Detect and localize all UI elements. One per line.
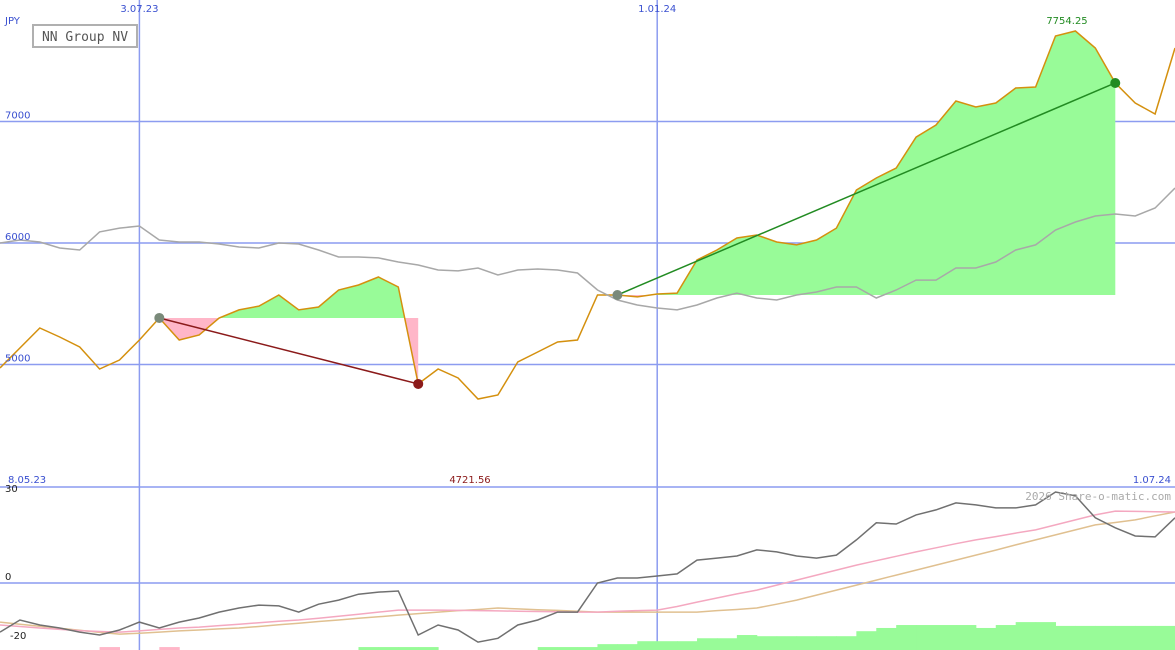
indicator-bar [916, 625, 937, 650]
data-layer [0, 30, 1175, 650]
gain-fill [617, 31, 1116, 296]
annotation: 4721.56 [449, 475, 490, 486]
indicator-bar [537, 647, 559, 650]
legend-box [32, 24, 138, 48]
trend-end [1110, 77, 1121, 88]
indicator-bar [99, 647, 120, 650]
indicator-bar [936, 625, 957, 650]
indicator-bar [1135, 625, 1156, 650]
indicator-bar [159, 647, 180, 650]
indicator-bar [677, 641, 698, 650]
trend-start [612, 290, 623, 301]
trend-end [413, 378, 424, 389]
indicator-bar [955, 625, 977, 650]
credit: 2026 Share-o-matic.com [1025, 490, 1171, 503]
text-layer: 3.07.23 1.01.24 5000 6000 7000 -20 0 30 JPY NN Gr… [4, 4, 1171, 642]
gain-fill [219, 277, 405, 318]
price-line [0, 187, 1175, 311]
indicator-line [0, 511, 1175, 635]
indicator-bar [597, 644, 618, 650]
indicator-bar [876, 627, 897, 650]
indicator-bar [637, 641, 658, 650]
indicator-bar [1155, 625, 1175, 650]
indicator-bar [358, 647, 379, 650]
y-tick-label: -20 [10, 631, 26, 642]
indicator-bar [557, 647, 579, 650]
x-tick-label: 1.01.24 [638, 4, 676, 15]
indicator-bar [716, 638, 738, 650]
trend-line [159, 317, 419, 385]
indicator-bar [398, 647, 419, 650]
indicator-bar [796, 636, 818, 650]
y-tick-label: 7000 [5, 111, 30, 122]
indicator-bar [736, 635, 758, 650]
x-start-label: 8.05.23 [8, 475, 46, 486]
y-tick-label: 5000 [5, 354, 30, 365]
indicator-bar [617, 644, 638, 650]
indicator-bar [995, 625, 1017, 650]
price-line [0, 30, 1175, 400]
indicator-bar [1115, 625, 1136, 650]
indicator-bar [378, 647, 399, 650]
indicator-bar [975, 627, 997, 650]
indicator-bar [856, 631, 877, 650]
unit-label: JPY [4, 16, 21, 27]
indicator-line [0, 510, 1175, 633]
chart-title: NN Group NV [42, 30, 128, 45]
y-tick-label: 0 [5, 572, 11, 583]
indicator-bar [756, 636, 778, 650]
indicator-bar [1095, 625, 1116, 650]
indicator-bar [1035, 622, 1057, 650]
indicator-bar [697, 638, 718, 650]
indicator-bar [657, 641, 678, 650]
x-tick-label: 3.07.23 [120, 4, 158, 15]
indicator-bar [776, 636, 798, 650]
indicator-bar [1015, 622, 1037, 650]
indicator-bar [577, 647, 598, 650]
y-tick-label: 30 [5, 484, 18, 495]
y-tick-label: 6000 [5, 232, 30, 243]
annotation: 7754.25 [1046, 16, 1087, 27]
indicator-line [0, 491, 1175, 643]
indicator-bar [1055, 625, 1076, 650]
indicator-bar [896, 625, 917, 650]
indicator-bar [816, 636, 837, 650]
trend-start [154, 312, 165, 323]
indicator-bar [1075, 625, 1096, 650]
indicator-bar [836, 636, 857, 650]
x-end-label: 1.07.24 [1133, 475, 1171, 486]
indicator-bar [418, 647, 439, 650]
trend-line [617, 82, 1116, 296]
